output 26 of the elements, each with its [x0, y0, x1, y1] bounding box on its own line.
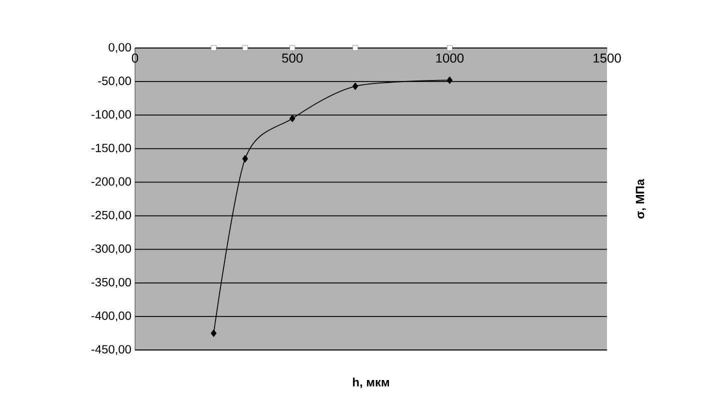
point: [210, 45, 216, 51]
y-axis-title: σ, МПа: [636, 178, 646, 219]
x-tick-label: 1500: [594, 54, 621, 63]
y-tick-label: -250,00: [91, 210, 132, 221]
x-tick-label: 0: [132, 54, 138, 63]
y-tick-label: -300,00: [91, 244, 132, 254]
point: [289, 114, 296, 122]
y-tick-label: 0,00: [108, 43, 132, 53]
y-tick-label: -200,00: [91, 177, 132, 188]
point: [446, 45, 452, 51]
x-tick-label: 500: [282, 54, 303, 63]
y-tick-label: -100,00: [91, 110, 132, 120]
y-tick-label: -350,00: [91, 278, 132, 288]
y-tick-label: -150,00: [91, 144, 132, 154]
y-tick-label: -400,00: [91, 312, 132, 322]
point: [242, 155, 248, 162]
point: [446, 76, 453, 84]
y-tick-label: -450,00: [91, 345, 132, 355]
point: [290, 45, 296, 51]
point: [352, 82, 358, 90]
y-tick-label: -50,00: [98, 76, 132, 86]
point: [242, 45, 248, 51]
point: [210, 330, 217, 337]
point: [352, 45, 358, 51]
x-tick-label: 1000: [436, 54, 464, 63]
x-axis-title: h, мкм: [353, 378, 389, 388]
